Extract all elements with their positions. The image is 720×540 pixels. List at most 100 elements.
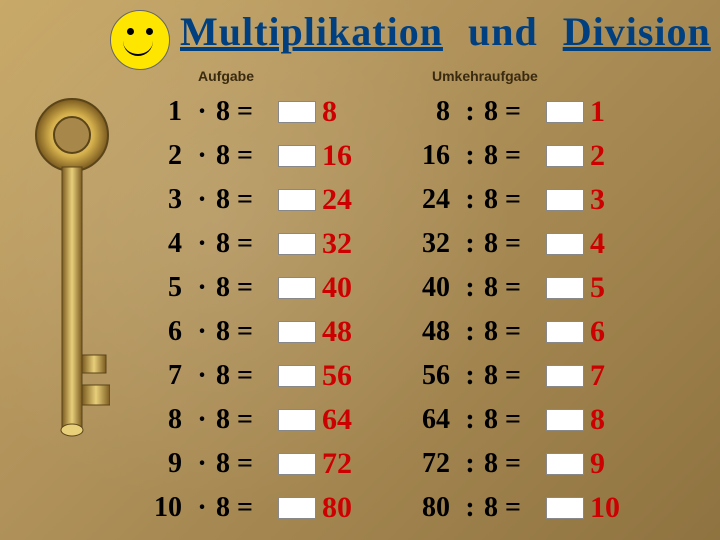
dividend: 24 (398, 184, 456, 216)
worksheet-columns: 1·8 =82·8 =163·8 =244·8 =325·8 =406·8 =4… (130, 90, 626, 530)
answer-box (546, 101, 584, 123)
mult-row: 6·8 = 48 (130, 310, 358, 354)
div-row: 64:8 = 8 (398, 398, 626, 442)
div-row: 8:8 =1 (398, 90, 626, 134)
multiplier: 9 (130, 448, 188, 480)
div-op: : (456, 492, 484, 524)
multiplier: 8 (130, 404, 188, 436)
answer-box (546, 321, 584, 343)
multiplier: 1 (130, 96, 188, 128)
mult-base-eq: 8 = (216, 96, 276, 128)
div-row: 80:8 = 10 (398, 486, 626, 530)
dividend: 80 (398, 492, 456, 524)
div-answer: 4 (590, 227, 626, 261)
div-answer: 5 (590, 271, 626, 305)
multiplier: 2 (130, 140, 188, 172)
multiplier: 6 (130, 316, 188, 348)
mult-op: · (188, 96, 216, 128)
mult-row: 8·8 = 64 (130, 398, 358, 442)
mult-base-eq: 8 = (216, 316, 276, 348)
multiplication-column: 1·8 =82·8 =163·8 =244·8 =325·8 =406·8 =4… (130, 90, 358, 530)
div-answer: 10 (590, 491, 626, 525)
division-column: 8:8 =116:8 =224:8 =332:8 =440:8 =548:8 =… (398, 90, 626, 530)
answer-box (278, 365, 316, 387)
div-base-eq: 8 = (484, 272, 544, 304)
dividend: 48 (398, 316, 456, 348)
dividend: 8 (398, 96, 456, 128)
answer-box (278, 277, 316, 299)
div-op: : (456, 404, 484, 436)
div-answer: 8 (590, 403, 626, 437)
div-op: : (456, 448, 484, 480)
mult-row: 5·8 =40 (130, 266, 358, 310)
div-row: 72:8 =9 (398, 442, 626, 486)
div-base-eq: 8 = (484, 184, 544, 216)
mult-row: 7·8 =56 (130, 354, 358, 398)
multiplier: 5 (130, 272, 188, 304)
div-base-eq: 8 = (484, 316, 544, 348)
answer-box (278, 497, 316, 519)
mult-answer: 72 (322, 447, 358, 481)
mult-base-eq: 8 = (216, 404, 276, 436)
div-base-eq: 8 = (484, 404, 544, 436)
div-answer: 7 (590, 359, 626, 393)
mult-answer: 24 (322, 183, 358, 217)
mult-op: · (188, 228, 216, 260)
answer-box (278, 409, 316, 431)
div-answer: 2 (590, 139, 626, 173)
mult-answer: 48 (322, 315, 358, 349)
mult-answer: 16 (322, 139, 358, 173)
div-row: 16:8 =2 (398, 134, 626, 178)
answer-box (546, 453, 584, 475)
mult-base-eq: 8 = (216, 492, 276, 524)
mult-row: 9·8 =72 (130, 442, 358, 486)
answer-box (278, 233, 316, 255)
mult-op: · (188, 140, 216, 172)
answer-box (546, 145, 584, 167)
mult-answer: 40 (322, 271, 358, 305)
answer-box (546, 277, 584, 299)
div-op: : (456, 272, 484, 304)
div-op: : (456, 360, 484, 392)
answer-box (278, 189, 316, 211)
div-answer: 3 (590, 183, 626, 217)
div-base-eq: 8 = (484, 140, 544, 172)
answer-box (546, 409, 584, 431)
div-row: 24:8 =3 (398, 178, 626, 222)
mult-op: · (188, 316, 216, 348)
answer-box (278, 321, 316, 343)
mult-answer: 32 (322, 227, 358, 261)
mult-row: 4·8 =32 (130, 222, 358, 266)
mult-row: 3·8 =24 (130, 178, 358, 222)
div-row: 40:8 = 5 (398, 266, 626, 310)
mult-base-eq: 8 = (216, 140, 276, 172)
mult-row: 2·8 = 16 (130, 134, 358, 178)
smiley-icon (110, 10, 170, 70)
div-base-eq: 8 = (484, 492, 544, 524)
answer-box (546, 189, 584, 211)
dividend: 40 (398, 272, 456, 304)
mult-op: · (188, 272, 216, 304)
div-op: : (456, 140, 484, 172)
answer-box (546, 365, 584, 387)
div-row: 32:8 =4 (398, 222, 626, 266)
div-op: : (456, 316, 484, 348)
dividend: 64 (398, 404, 456, 436)
dividend: 56 (398, 360, 456, 392)
div-answer: 9 (590, 447, 626, 481)
mult-row: 10·8 =80 (130, 486, 358, 530)
multiplier: 7 (130, 360, 188, 392)
div-row: 56:8 =7 (398, 354, 626, 398)
dividend: 72 (398, 448, 456, 480)
mult-op: · (188, 448, 216, 480)
mult-op: · (188, 184, 216, 216)
title-word-2: Division (563, 9, 711, 54)
mult-answer: 8 (322, 95, 358, 129)
mult-answer: 64 (322, 403, 358, 437)
mult-answer: 56 (322, 359, 358, 393)
div-op: : (456, 96, 484, 128)
mult-base-eq: 8 = (216, 228, 276, 260)
div-base-eq: 8 = (484, 228, 544, 260)
mult-answer: 80 (322, 491, 358, 525)
mult-op: · (188, 404, 216, 436)
